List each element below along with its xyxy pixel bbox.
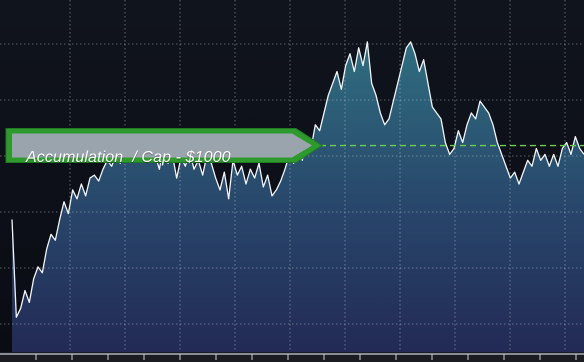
- x-axis-strip: [0, 352, 584, 362]
- annotation-label: Accumulation / Cap - $1000: [26, 149, 231, 166]
- annotation-banner-inner: [12, 133, 312, 158]
